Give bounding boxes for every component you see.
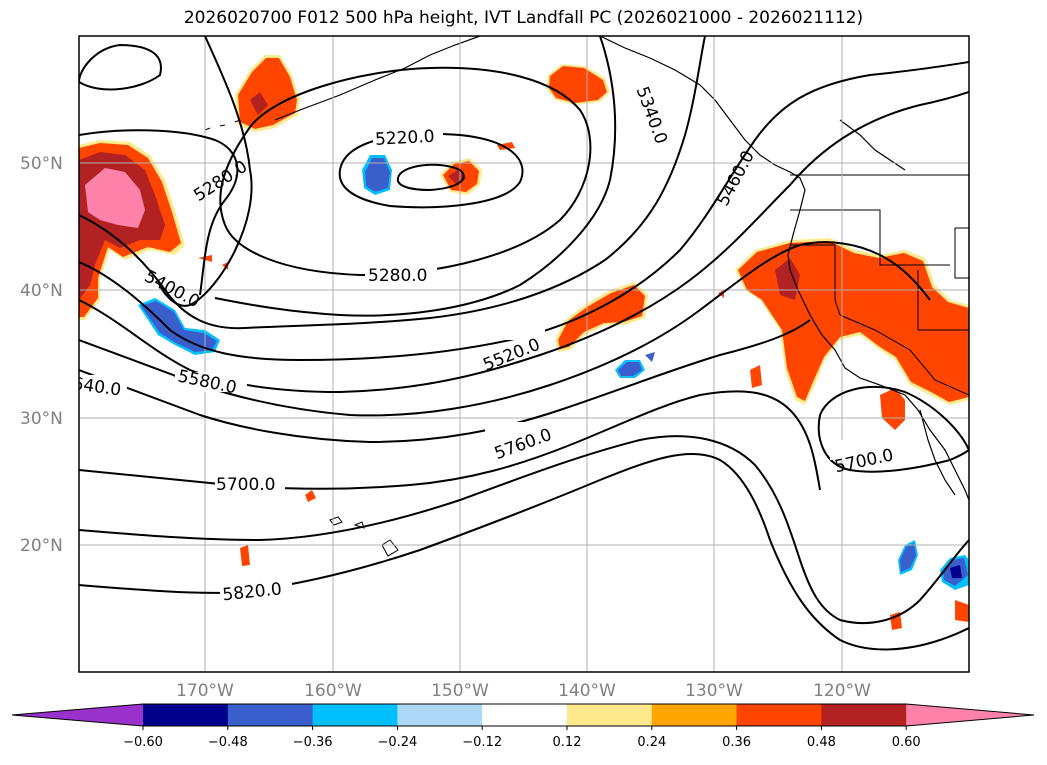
contour-5760: [79, 435, 969, 624]
contour-5460: [79, 61, 969, 362]
ivt-negative-shading: [138, 155, 969, 590]
lon-label: 120°W: [813, 681, 871, 701]
contour-5640: [79, 319, 811, 444]
lon-label: 160°W: [304, 681, 362, 701]
lat-label: 20°N: [20, 536, 63, 556]
lat-label: 40°N: [20, 281, 63, 301]
contour-5340-b: [79, 36, 617, 317]
lon-label: 170°W: [176, 681, 234, 701]
colorbar-bin: [397, 704, 483, 726]
colorbar-bin: [651, 704, 738, 726]
colorbar-bin: [312, 704, 398, 726]
colorbar-extend-high: [906, 704, 1034, 726]
contour-5400: [79, 36, 706, 330]
colorbar-tick-label: 0.60: [892, 735, 921, 750]
colorbar-extend-low: [12, 704, 143, 726]
colorbar-tick-label: −0.48: [208, 735, 248, 750]
colorbar-tick-label: −0.24: [377, 735, 417, 750]
colorbar-tick-label: −0.36: [293, 735, 333, 750]
longitude-labels: 170°W 160°W 150°W 140°W 130°W 120°W: [176, 681, 871, 701]
lon-label: 150°W: [431, 681, 489, 701]
lat-label: 30°N: [20, 409, 63, 429]
lat-label: 50°N: [20, 154, 63, 174]
contour-5700-low: [817, 385, 969, 473]
colorbar: −0.60 −0.48 −0.36 −0.24 −0.12 0.12 0.24 0.36 0.4…: [11, 703, 1035, 750]
colorbar-tick-label: −0.60: [123, 735, 163, 750]
borders: [790, 174, 969, 396]
contour-5280: [219, 66, 592, 277]
colorbar-bin: [567, 704, 653, 726]
lon-label: 130°W: [685, 681, 743, 701]
colorbar-tick-label: 0.12: [553, 735, 582, 750]
colorbar-bin: [143, 704, 229, 726]
contour-5340: [79, 43, 162, 91]
contour-label: 5280.0: [368, 266, 427, 286]
contour-label-backing: [79, 127, 902, 595]
colorbar-tick-label: 0.24: [637, 735, 666, 750]
colorbar-bin: [736, 704, 822, 726]
map-frame: [78, 35, 970, 673]
gridlines: [79, 36, 969, 672]
contour-5160: [396, 163, 465, 192]
ivt-positive-shading: [79, 55, 969, 630]
colorbar-bin: [821, 704, 907, 726]
colorbar-bin: [227, 704, 314, 726]
latitude-labels: 50°N 40°N 30°N 20°N: [20, 154, 63, 556]
contour-label: 5700.0: [216, 475, 275, 495]
map-title: 2026020700 F012 500 hPa height, IVT Land…: [183, 8, 864, 28]
contour-label: 5220.0: [375, 127, 435, 150]
map-area: 5220.0 5280.0 5280.0 5340.0 5460.0 5400.…: [79, 36, 969, 672]
lon-label: 140°W: [558, 681, 616, 701]
colorbar-bin: [482, 704, 568, 726]
colorbar-tick-label: 0.36: [722, 735, 751, 750]
colorbar-tick-label: −0.12: [462, 735, 502, 750]
height-contours: [79, 36, 969, 651]
colorbar-tick-label: 0.48: [807, 735, 836, 750]
